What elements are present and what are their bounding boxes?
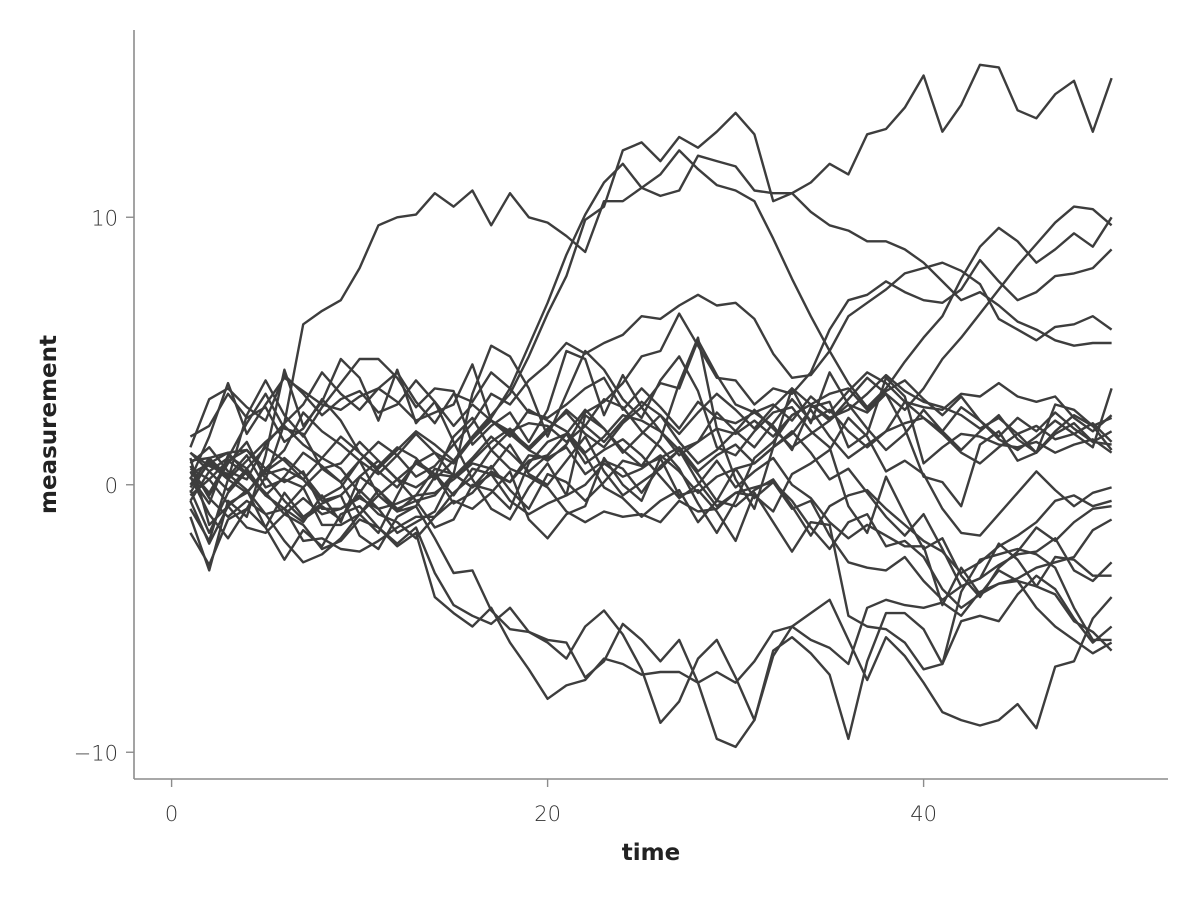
- x-axis-title: time: [622, 840, 680, 866]
- series-line-25: [189, 205, 1113, 502]
- y-axis-title: measurement: [36, 335, 62, 514]
- x-tick-label: 40: [910, 802, 937, 826]
- series-line-20: [189, 363, 1113, 480]
- series-line-4: [189, 500, 1113, 749]
- series-line-15: [189, 336, 1113, 572]
- series-line-18: [189, 379, 1113, 535]
- y-tick-label: −10: [74, 741, 118, 765]
- y-tick-label: 0: [105, 474, 118, 498]
- series-line-1: [189, 154, 1112, 497]
- series-line-2: [189, 457, 1113, 730]
- x-tick-label: 0: [165, 802, 178, 826]
- series-line-5: [189, 454, 1112, 671]
- series-line-21: [189, 248, 1113, 481]
- series-line-6: [189, 432, 1113, 601]
- series-line-22: [189, 261, 1113, 505]
- series-line-19: [189, 371, 1113, 481]
- y-tick-label: 10: [91, 206, 118, 230]
- series-line-16: [189, 339, 1113, 543]
- series-line-11: [189, 416, 1112, 537]
- series-line-8: [189, 432, 1112, 607]
- series-line-24: [189, 149, 1113, 497]
- series-line-13: [189, 392, 1112, 489]
- x-tick-label: 20: [534, 802, 561, 826]
- axes: [133, 30, 1168, 780]
- series-line-12: [189, 408, 1113, 510]
- ticks: 0 20 40 −10 0 10: [74, 206, 937, 826]
- series-line-23: [189, 63, 1113, 494]
- series-layer: [189, 63, 1113, 749]
